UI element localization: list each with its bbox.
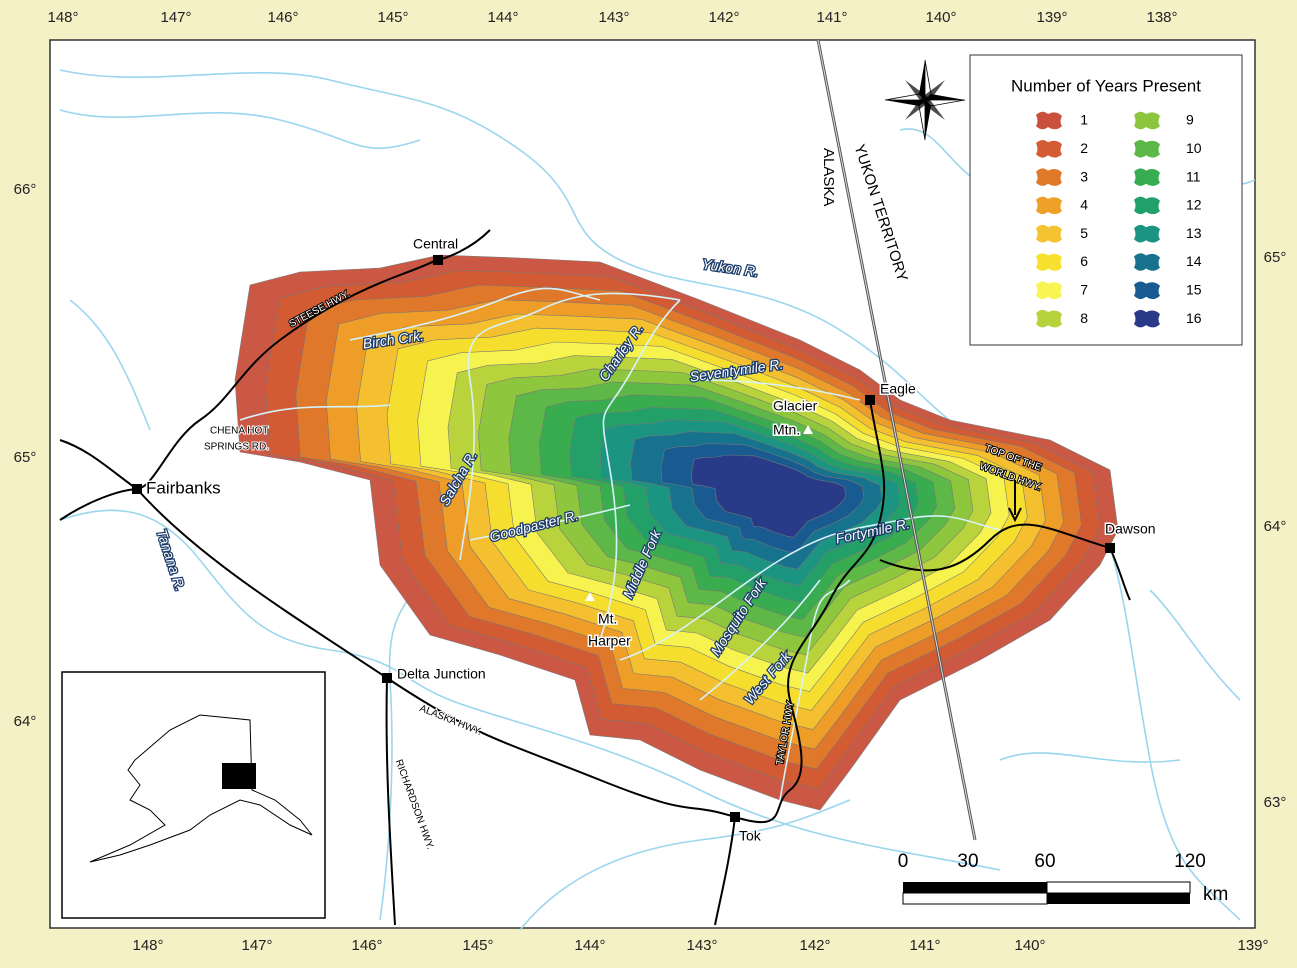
graticule-label: 143° <box>686 937 717 954</box>
graticule-label: 64° <box>1264 518 1287 535</box>
legend-swatch <box>1036 224 1062 243</box>
graticule-label: 139° <box>1036 9 1067 26</box>
arrow <box>1008 480 1022 523</box>
legend-swatch <box>1134 253 1160 271</box>
legend-swatch <box>1036 253 1062 271</box>
graticule-label: 65° <box>1264 249 1287 266</box>
place-label: Delta Junction <box>397 666 486 682</box>
legend-swatch <box>1134 309 1160 328</box>
scale-unit: km <box>1203 884 1228 905</box>
inner-rivers <box>239 287 1001 801</box>
legend-title: Number of Years Present <box>1011 76 1201 95</box>
scale-label: 30 <box>957 851 978 872</box>
graticule-label: 145° <box>377 9 408 26</box>
graticule-label: 147° <box>160 9 191 26</box>
graticule-label: 148° <box>132 937 163 954</box>
legend-label: 1 <box>1080 112 1088 128</box>
place-label: Fairbanks <box>146 478 221 497</box>
graticule-label: 66° <box>14 181 37 198</box>
legend-label: 4 <box>1080 197 1088 213</box>
town-tok <box>730 812 740 822</box>
town-fairbanks <box>132 484 142 494</box>
town-eagle <box>865 395 875 405</box>
place-label: Mtn. <box>773 422 800 438</box>
graticule-label: 143° <box>598 9 629 26</box>
graticule-label: 148° <box>47 9 78 26</box>
legend-label: 8 <box>1080 310 1088 326</box>
scale-label: 0 <box>898 851 909 872</box>
graticule-label: 147° <box>241 937 272 954</box>
legend-swatch <box>1134 111 1160 130</box>
legend-swatch <box>1036 168 1062 186</box>
scale-bar: km 0 30 60 120 <box>898 851 1229 905</box>
legend-label: 14 <box>1186 253 1202 269</box>
graticule-label: 140° <box>1014 937 1045 954</box>
scale-label: 120 <box>1174 851 1206 872</box>
legend-label: 11 <box>1186 168 1201 184</box>
place-label: Dawson <box>1105 521 1156 537</box>
legend-label: 15 <box>1186 282 1202 298</box>
hydrography <box>59 69 1256 931</box>
legend-label: 16 <box>1186 310 1202 326</box>
graticule-label: 64° <box>14 713 37 730</box>
compass <box>884 59 966 141</box>
peak-harper <box>585 592 595 601</box>
graticule-label: 144° <box>487 9 518 26</box>
graticule-label: 141° <box>909 937 940 954</box>
legend-swatch <box>1134 168 1160 186</box>
peak-glacier <box>803 425 813 434</box>
occurrence-contours <box>234 254 1119 811</box>
road-label: CHENA HOT <box>210 426 268 437</box>
inset <box>61 671 326 919</box>
graticule-label: 140° <box>925 9 956 26</box>
graticule-label: 138° <box>1146 9 1177 26</box>
contour-band <box>691 454 847 538</box>
graticule-label: 141° <box>816 9 847 26</box>
legend-swatch <box>1134 281 1160 300</box>
towns <box>132 255 1115 822</box>
legend-label: 2 <box>1080 140 1088 156</box>
graticule-label: 146° <box>351 937 382 954</box>
place-label: Glacier <box>773 398 818 414</box>
place-label: Central <box>413 236 458 252</box>
border-label: ALASKA <box>820 148 837 206</box>
graticule-label: 146° <box>267 9 298 26</box>
legend-swatch <box>1036 111 1062 130</box>
scale-label: 60 <box>1034 851 1055 872</box>
town-delta <box>382 673 392 683</box>
graticule-label: 144° <box>574 937 605 954</box>
legend-swatch <box>1036 140 1062 158</box>
road-label: SPRINGS RD. <box>204 442 269 453</box>
legend-box <box>969 54 1243 346</box>
legend-swatch <box>1036 309 1062 328</box>
legend: Number of Years Present 1234567891011121… <box>969 54 1243 346</box>
legend-swatch <box>1134 140 1160 158</box>
legend-label: 6 <box>1080 253 1088 269</box>
graticule-label: 63° <box>1264 794 1287 811</box>
legend-label: 10 <box>1186 140 1202 156</box>
legend-swatch <box>1134 196 1160 215</box>
town-central <box>433 255 443 265</box>
legend-label: 5 <box>1080 225 1088 241</box>
legend-label: 3 <box>1080 168 1088 184</box>
graticule-label: 65° <box>14 449 37 466</box>
legend-label: 13 <box>1186 225 1202 241</box>
legend-label: 7 <box>1080 282 1088 298</box>
international-border <box>816 39 977 841</box>
town-dawson <box>1105 543 1115 553</box>
place-label: Harper <box>588 633 631 649</box>
legend-swatch <box>1134 224 1160 243</box>
graticule-label: 142° <box>799 937 830 954</box>
graticule-label: 142° <box>708 9 739 26</box>
place-label: Tok <box>739 828 762 844</box>
legend-label: 9 <box>1186 112 1194 128</box>
legend-swatch <box>1036 196 1062 215</box>
legend-label: 12 <box>1186 197 1202 213</box>
graticule-label: 145° <box>462 937 493 954</box>
graticule-label: 139° <box>1237 937 1268 954</box>
legend-swatch <box>1036 281 1062 300</box>
place-label: Eagle <box>880 381 916 397</box>
place-label: Mt. <box>598 611 617 627</box>
